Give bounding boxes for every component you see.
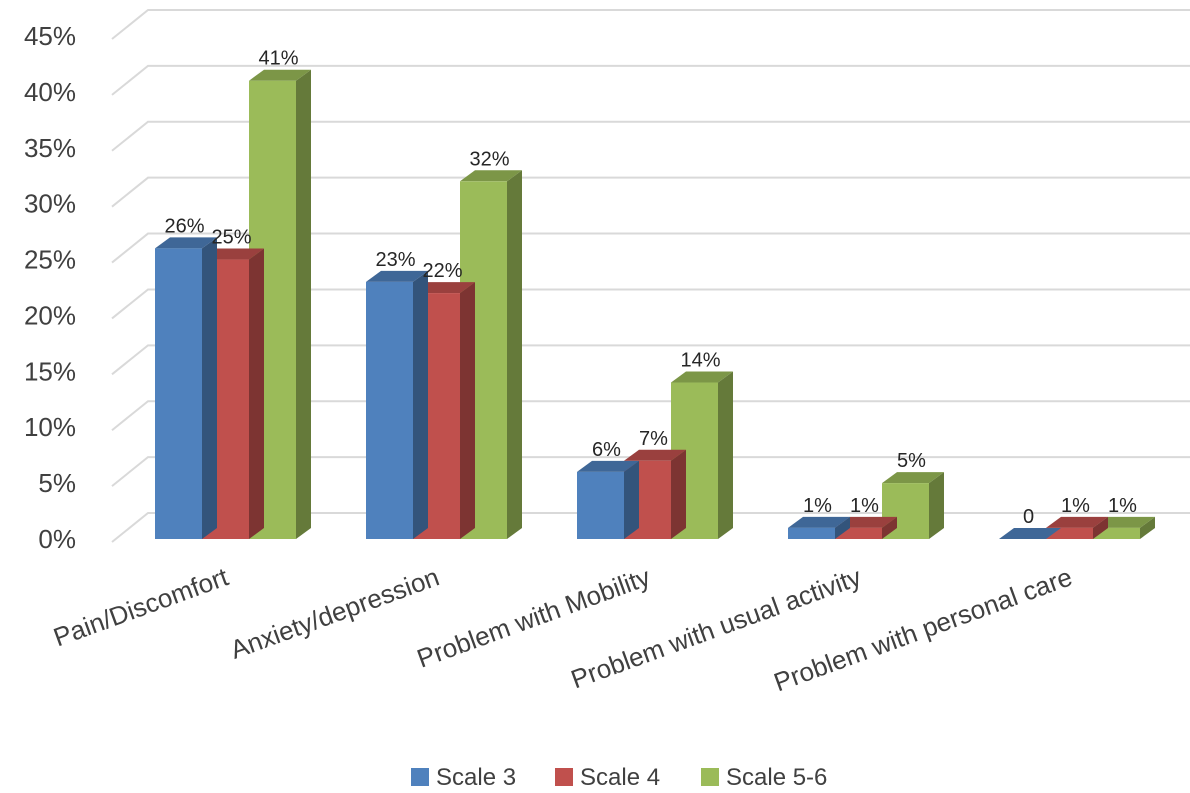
bar-front	[155, 248, 202, 539]
legend-swatch	[701, 768, 719, 786]
bar	[155, 237, 217, 539]
gridline	[111, 456, 1190, 487]
gridline	[111, 232, 1190, 264]
data-label: 41%	[258, 48, 298, 70]
data-label: 25%	[211, 227, 251, 249]
y-tick-label: 45%	[24, 21, 76, 51]
bar-side	[929, 472, 944, 539]
bar	[835, 516, 897, 539]
gridline	[111, 176, 1190, 208]
legend: Scale 3 Scale 4 Scale 5-6	[411, 764, 827, 791]
bar-front	[1046, 527, 1093, 539]
data-label: 7%	[639, 428, 668, 450]
bar-top	[835, 516, 897, 528]
bar	[577, 460, 639, 539]
data-label: 32%	[469, 148, 509, 170]
bar-top	[624, 449, 686, 461]
x-tick-label: Anxiety/depression	[226, 561, 443, 664]
bar-side	[296, 69, 311, 539]
data-label: 1%	[1108, 495, 1137, 517]
bar-top	[788, 516, 850, 528]
bar-side	[413, 270, 428, 539]
bar	[1093, 516, 1155, 539]
legend-label: Scale 3	[436, 764, 516, 791]
bar-side	[1093, 516, 1108, 539]
y-tick-label: 0%	[38, 524, 76, 554]
y-tick-label: 5%	[38, 468, 76, 498]
data-label: 1%	[850, 495, 879, 517]
bar-top	[1046, 516, 1108, 528]
bar-top	[202, 248, 264, 260]
bar-side	[249, 248, 264, 540]
data-label: 23%	[375, 249, 415, 271]
bar-top	[999, 528, 1061, 539]
y-axis: 0% 5% 10% 15% 20% 25% 30% 35% 40% 45%	[24, 21, 76, 554]
legend-swatch	[555, 768, 573, 786]
data-label: 14%	[680, 350, 720, 372]
y-tick-label: 35%	[24, 133, 76, 163]
bar-top	[155, 237, 217, 249]
gridlines	[111, 9, 1190, 543]
bar-front	[577, 471, 624, 539]
bar	[999, 528, 1061, 539]
y-tick-label: 40%	[24, 77, 76, 107]
bar	[366, 270, 428, 539]
legend-label: Scale 4	[580, 764, 660, 791]
bar-top	[413, 282, 475, 294]
y-tick-label: 10%	[24, 412, 76, 442]
gridline	[111, 288, 1190, 320]
bar-side	[1140, 516, 1155, 539]
legend-item: Scale 5-6	[701, 764, 827, 791]
x-axis: Pain/DiscomfortAnxiety/depressionProblem…	[49, 561, 1076, 697]
y-tick-label: 30%	[24, 189, 76, 219]
bar-side	[671, 449, 686, 539]
gridline	[111, 344, 1190, 376]
gridline	[111, 400, 1190, 432]
bar-front	[835, 527, 882, 539]
y-tick-label: 20%	[24, 300, 76, 330]
bar-top	[249, 69, 311, 81]
bar-side	[202, 237, 217, 539]
legend-item: Scale 4	[555, 764, 660, 791]
bar-top	[366, 270, 428, 282]
bar-top	[1093, 516, 1155, 528]
gridline	[111, 9, 1190, 40]
bar-top	[671, 371, 733, 383]
bar-front	[1093, 527, 1140, 539]
legend-label: Scale 5-6	[726, 764, 827, 791]
data-label: 22%	[422, 260, 462, 282]
data-label: 0	[1023, 506, 1034, 528]
gridline	[111, 64, 1190, 96]
bars	[155, 69, 1155, 540]
bar-side	[882, 516, 897, 539]
bar-top	[460, 170, 522, 182]
gridline	[111, 120, 1190, 152]
y-tick-label: 15%	[24, 356, 76, 386]
data-label: 6%	[592, 439, 621, 461]
legend-item: Scale 3	[411, 764, 516, 791]
data-label: 1%	[803, 495, 832, 517]
bar-side	[460, 282, 475, 539]
bar-top	[577, 460, 639, 472]
data-label: 5%	[897, 450, 926, 472]
bar-side	[624, 460, 639, 539]
bar-side	[718, 371, 733, 539]
y-tick-label: 25%	[24, 245, 76, 275]
bar	[1046, 516, 1108, 539]
data-label: 26%	[164, 215, 204, 237]
x-tick-label: Pain/Discomfort	[49, 561, 232, 652]
bar-front	[788, 527, 835, 539]
bar-side	[507, 170, 522, 540]
data-label: 1%	[1061, 495, 1090, 517]
bar-front	[366, 281, 413, 539]
bar-side	[835, 516, 850, 539]
data-labels: 26% 25% 41% 23% 22% 32% 6% 7% 14% 1% 1% 5% 0 1% 1%	[164, 48, 1137, 528]
gridline	[111, 512, 1190, 543]
bar	[788, 516, 850, 539]
bar-top	[882, 472, 944, 484]
legend-swatch	[411, 768, 429, 786]
